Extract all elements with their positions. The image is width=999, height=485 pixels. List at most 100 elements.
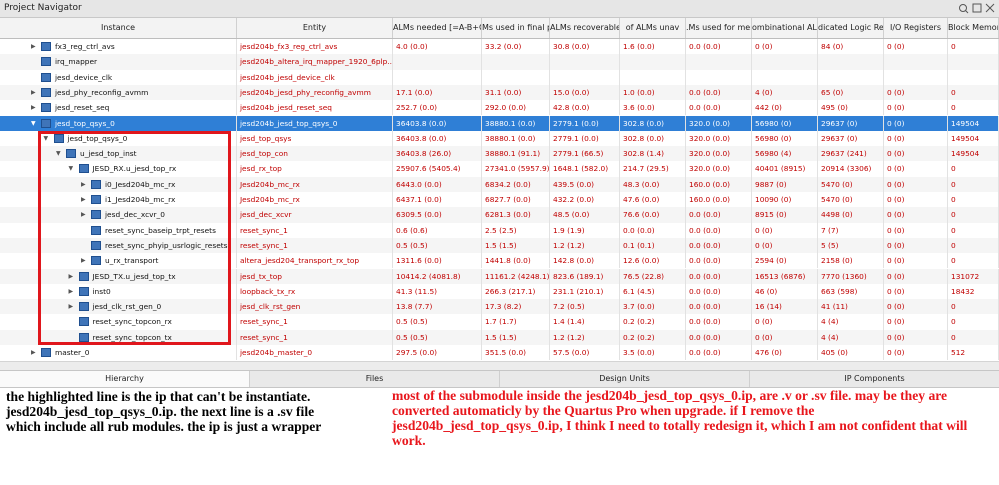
resource-cell: 36403.8 (0.0) bbox=[393, 130, 482, 147]
resource-cell: 0 (0) bbox=[752, 237, 818, 254]
hierarchy-row[interactable]: jesd_dec_xcvr ▶ jesd_dec_xcvr_0 6309.5 (0.0… bbox=[0, 207, 999, 223]
resource-cell: 439.5 (0.0) bbox=[550, 176, 620, 192]
expand-toggle[interactable]: ▶ bbox=[68, 303, 74, 311]
expand-toggle[interactable]: ▶ bbox=[81, 211, 86, 219]
expand-toggle[interactable]: ▶ bbox=[81, 196, 86, 203]
expand-toggle[interactable]: ▶ bbox=[31, 43, 36, 50]
resource-cell: 0 (0) bbox=[884, 345, 948, 361]
resource-cell: 351.5 (0.0) bbox=[482, 345, 550, 361]
resource-cell: 0.5 (0.5) bbox=[393, 237, 482, 254]
hierarchy-row[interactable]: Jesd204b_mc_rx ▶ i1_Jesd204b_mc_rx 6437.1 (… bbox=[0, 192, 999, 208]
expand-toggle[interactable]: ▶ bbox=[31, 104, 36, 112]
tab[interactable]: IP Components bbox=[750, 371, 999, 387]
expand-toggle[interactable]: ▼ bbox=[43, 134, 49, 142]
resource-cell: 2.5 (2.5) bbox=[482, 222, 550, 238]
column-header-cell[interactable]: Entity bbox=[237, 18, 393, 38]
empty-cell bbox=[550, 54, 620, 70]
hierarchy-row[interactable]: loopback_tx_rx ▶ inst0 41.3 (11.5) 266.3 (21… bbox=[0, 283, 999, 300]
resource-cell: 20914 (3306) bbox=[818, 161, 884, 177]
resource-cell: 0.0 (0.0) bbox=[686, 299, 752, 315]
column-header-cell[interactable]: I/O Registers bbox=[884, 18, 948, 38]
expand-toggle[interactable]: ▶ bbox=[31, 349, 36, 356]
resource-cell: 48.3 (0.0) bbox=[620, 176, 686, 192]
hierarchy-row[interactable]: jesd204b_jesd_device_clk jesd_device_clk bbox=[0, 69, 999, 85]
cell-divider bbox=[0, 329, 237, 345]
instance-name: irq_mapper bbox=[55, 57, 98, 67]
resource-cell: 297.5 (0.0) bbox=[393, 345, 482, 361]
hierarchy-row[interactable]: reset_sync_1 reset_sync_baseip_trpt_reset… bbox=[0, 222, 999, 238]
column-header-cell[interactable]: .Ms used for memo bbox=[686, 18, 752, 38]
entity-cell: loopback_tx_rx bbox=[237, 283, 393, 300]
resource-cell: 38880.1 (0.0) bbox=[482, 115, 550, 131]
resource-cell: 0.0 (0.0) bbox=[686, 283, 752, 300]
column-header-cell[interactable]: Instance bbox=[0, 18, 237, 38]
column-header-cell[interactable]: Block Memor bbox=[948, 18, 999, 38]
column-header-cell[interactable]: of ALMs unav bbox=[620, 18, 686, 38]
resource-cell: 2779.1 (0.0) bbox=[550, 130, 620, 147]
column-header-cell[interactable]: ALMs needed [=A-B+C] bbox=[393, 18, 482, 38]
column-header-cell[interactable]: ombinational ALUT bbox=[752, 18, 818, 38]
entity-cell: jesd204b_jesd_reset_seq bbox=[237, 100, 393, 116]
tab[interactable]: Hierarchy bbox=[0, 371, 250, 387]
hierarchy-row[interactable]: jesd_rx_top ▼ JESD_RX.u_jesd_top_rx 25907.6… bbox=[0, 161, 999, 177]
module-icon bbox=[78, 317, 89, 327]
module-icon bbox=[91, 240, 101, 250]
hierarchy-row[interactable]: jesd204b_jesd_reset_seq ▶ jesd_reset_seq 25… bbox=[0, 100, 999, 116]
panel-controls[interactable] bbox=[958, 3, 996, 14]
scrollbar[interactable] bbox=[0, 361, 999, 370]
expand-toggle[interactable]: ▼ bbox=[31, 119, 36, 127]
resource-cell: 149504 bbox=[948, 130, 999, 147]
resource-cell: 0.0 (0.0) bbox=[686, 345, 752, 361]
resource-cell: 512 bbox=[948, 345, 999, 361]
expand-toggle[interactable]: ▶ bbox=[68, 287, 74, 295]
hierarchy-row[interactable]: jesd_clk_rst_gen ▶ jesd_clk_rst_gen_0 13.8 … bbox=[0, 299, 999, 315]
resource-cell: 0.0 (0.0) bbox=[686, 237, 752, 254]
hierarchy-row[interactable]: Jesd204b_mc_rx ▶ i0_Jesd204b_mc_rx 6443.0 (… bbox=[0, 176, 999, 192]
instance-name: reset_sync_phyip_usrlogic_resets bbox=[105, 240, 228, 250]
hierarchy-row[interactable]: jesd_top_con ▼ u_jesd_top_inst 36403.8 (26.… bbox=[0, 146, 999, 162]
expand-toggle[interactable]: ▼ bbox=[56, 150, 61, 158]
resource-cell: 1.5 (1.5) bbox=[482, 237, 550, 254]
resource-cell: 0.0 (0.0) bbox=[686, 84, 752, 101]
resource-cell: 36403.8 (0.0) bbox=[393, 115, 482, 131]
panel-titlebar: Project Navigator bbox=[0, 0, 999, 18]
module-icon bbox=[78, 164, 89, 174]
hierarchy-row[interactable]: jesd204b_altera_irq_mapper_1920_6plp... i… bbox=[0, 54, 999, 70]
expand-toggle[interactable]: ▶ bbox=[81, 180, 86, 188]
column-header-cell[interactable]: ALMs recoverable b bbox=[550, 18, 620, 38]
hierarchy-row[interactable]: reset_sync_1 reset_sync_phyip_usrlogic_re… bbox=[0, 237, 999, 254]
hierarchy-row[interactable]: jesd204b_master_0 ▶ master_0 297.5 (0.0) 351… bbox=[0, 345, 999, 361]
instance-name: jesd_clk_rst_gen_0 bbox=[92, 302, 162, 312]
hierarchy-row[interactable]: jesd_top_qsys ▼ jesd_top_qsys_0 36403.8 (0.… bbox=[0, 130, 999, 147]
module-icon bbox=[66, 149, 76, 159]
hierarchy-row[interactable]: reset_sync_1 reset_sync_topcon_rx 0.5 (0.5… bbox=[0, 314, 999, 330]
hierarchy-row[interactable]: reset_sync_1 reset_sync_topcon_tx 0.5 (0.5… bbox=[0, 329, 999, 345]
expand-toggle[interactable]: ▶ bbox=[81, 257, 86, 265]
resource-cell: 1.9 (1.9) bbox=[550, 222, 620, 238]
expand-toggle[interactable]: ▶ bbox=[68, 272, 74, 280]
entity-cell: jesd_rx_top bbox=[237, 161, 393, 177]
resource-cell: 0.0 (0.0) bbox=[686, 207, 752, 223]
tab[interactable]: Files bbox=[250, 371, 500, 387]
resource-cell: 0 bbox=[948, 329, 999, 345]
resource-cell: 1441.8 (0.0) bbox=[482, 253, 550, 269]
resource-cell: 476 (0) bbox=[752, 345, 818, 361]
hierarchy-row[interactable]: jesd204b_jesd_phy_reconfig_avmm ▶ jesd_phy… bbox=[0, 84, 999, 101]
tab[interactable]: Design Units bbox=[500, 371, 750, 387]
hierarchy-row[interactable]: altera_jesd204_transport_rx_top ▶ u_rx_tra… bbox=[0, 253, 999, 269]
resource-cell: 0 (0) bbox=[884, 283, 948, 300]
resource-cell: 252.7 (0.0) bbox=[393, 100, 482, 116]
empty-cell bbox=[393, 69, 482, 85]
resource-cell: 266.3 (217.1) bbox=[482, 283, 550, 300]
column-header-cell[interactable]: Ms used in final plac bbox=[482, 18, 550, 38]
cell-divider bbox=[0, 314, 237, 330]
hierarchy-row[interactable]: jesd204b_jesd_top_qsys_0 ▼ jesd_top_qsys_0… bbox=[0, 115, 999, 131]
column-header-cell[interactable]: dicated Logic Regist bbox=[818, 18, 884, 38]
resource-cell: 0.6 (0.6) bbox=[393, 222, 482, 238]
hierarchy-row[interactable]: jesd_tx_top ▶ JESD_TX.u_jesd_top_tx 10414.2… bbox=[0, 268, 999, 284]
expand-toggle[interactable]: ▶ bbox=[31, 88, 36, 96]
expand-toggle[interactable]: ▼ bbox=[68, 165, 74, 173]
empty-cell bbox=[948, 54, 999, 70]
hierarchy-row[interactable]: jesd204b_fx3_reg_ctrl_avs ▶ fx3_reg_ctrl_a… bbox=[0, 39, 999, 55]
cell-divider bbox=[0, 253, 237, 269]
